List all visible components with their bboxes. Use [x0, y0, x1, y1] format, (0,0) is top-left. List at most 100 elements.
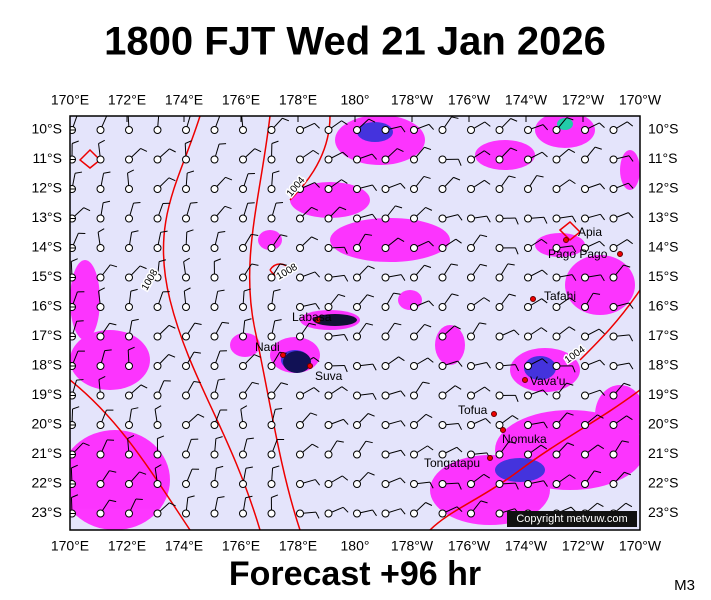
barb-flag: [275, 202, 284, 204]
barb-station: [267, 214, 276, 223]
barb-flag: [104, 349, 112, 352]
barb-station: [524, 480, 532, 488]
barb-station: [438, 332, 447, 341]
place-marker: [315, 317, 321, 323]
barb-flag: [131, 230, 139, 233]
lon-label-top: 176°E: [222, 92, 260, 108]
lon-label-top: 174°W: [505, 92, 548, 108]
barb-station: [210, 214, 219, 223]
barb-station: [210, 421, 219, 429]
barb-flag: [625, 502, 633, 508]
barb-flag: [428, 300, 434, 307]
barb-station: [438, 273, 447, 282]
barb-flag: [314, 271, 321, 278]
barb-station: [296, 214, 304, 223]
lon-label-top: 172°E: [108, 92, 146, 108]
barb-flag: [628, 212, 634, 219]
barb-station: [467, 214, 475, 223]
barb-flag: [569, 297, 576, 303]
barb-station: [467, 303, 475, 311]
barb-station: [609, 273, 618, 282]
barb-flag: [367, 413, 375, 417]
barb-flag: [133, 202, 141, 204]
barb-flag: [515, 247, 519, 255]
barb-flag: [566, 382, 574, 386]
place-label: Pago Pago: [548, 247, 608, 261]
barb-flag: [76, 320, 84, 322]
barb-station: [125, 509, 133, 518]
barb-flag: [218, 378, 226, 381]
barb-flag: [457, 423, 463, 430]
place-label: Apia: [578, 225, 602, 239]
forecast-label: Forecast +96 hr: [229, 555, 481, 593]
barb-flag: [454, 325, 461, 330]
barb-flag: [453, 176, 461, 181]
barb-station: [153, 450, 162, 459]
barb-flag: [543, 480, 548, 487]
barb-flag: [626, 415, 633, 421]
barb-flag: [365, 440, 373, 444]
barb-station: [267, 332, 276, 341]
rain-areas: [70, 116, 640, 530]
barb-flag: [507, 263, 515, 266]
barb-flag: [484, 179, 491, 185]
barb-flag: [187, 170, 195, 174]
barb-flag: [513, 329, 520, 336]
barb-station: [182, 214, 190, 223]
barb-flag: [541, 269, 548, 276]
barb-station: [495, 509, 504, 518]
lon-label-bottom: 178°E: [279, 538, 317, 554]
barb-station: [153, 480, 162, 488]
lat-label-left: 13°S: [31, 209, 62, 225]
barb-station: [267, 244, 276, 252]
barb-flag: [400, 182, 406, 189]
barb-flag: [486, 362, 491, 369]
barb-flag: [343, 334, 349, 341]
barb-station: [210, 273, 219, 282]
barb-flag: [600, 214, 605, 221]
barb-station: [296, 126, 304, 134]
barb-station: [438, 244, 447, 252]
barb-station: [581, 244, 589, 252]
barb-station: [495, 421, 504, 429]
barb-station: [524, 362, 532, 370]
barb-flag: [543, 217, 548, 224]
barb-station: [381, 185, 390, 193]
barb-station: [96, 362, 105, 370]
barb-station: [96, 244, 105, 252]
barb-flag: [425, 206, 433, 211]
barb-station: [353, 126, 361, 134]
barb-flag: [628, 302, 634, 309]
barb-flag: [338, 293, 346, 297]
lat-label-left: 18°S: [31, 357, 62, 373]
barb-station: [153, 362, 162, 370]
barb-station: [524, 214, 532, 223]
barb-flag: [97, 228, 105, 233]
barb-flag: [428, 240, 434, 247]
barb-flag: [400, 508, 406, 515]
barb-station: [467, 332, 475, 341]
barb-flag: [251, 263, 259, 266]
barb-station: [467, 480, 475, 488]
barb-flag: [597, 502, 604, 508]
barb-flag: [393, 292, 401, 295]
barb-station: [609, 332, 618, 341]
lat-label-right: 12°S: [648, 180, 679, 196]
lat-label-right: 18°S: [648, 357, 679, 373]
barb-station: [210, 303, 219, 311]
barb-flag: [623, 382, 631, 387]
barb-station: [153, 185, 162, 193]
barb-station: [495, 155, 504, 164]
barb-station: [581, 332, 589, 341]
barb-flag: [571, 215, 577, 223]
barb-station: [125, 332, 133, 341]
barb-station: [438, 421, 447, 429]
barb-station: [524, 450, 532, 459]
barb-flag: [512, 415, 519, 420]
barb-flag: [427, 445, 434, 451]
barb-flag: [140, 384, 148, 389]
barb-flag: [313, 387, 320, 393]
lon-label-top: 180°: [341, 92, 370, 108]
barb-station: [267, 391, 276, 400]
barb-station: [96, 480, 105, 488]
